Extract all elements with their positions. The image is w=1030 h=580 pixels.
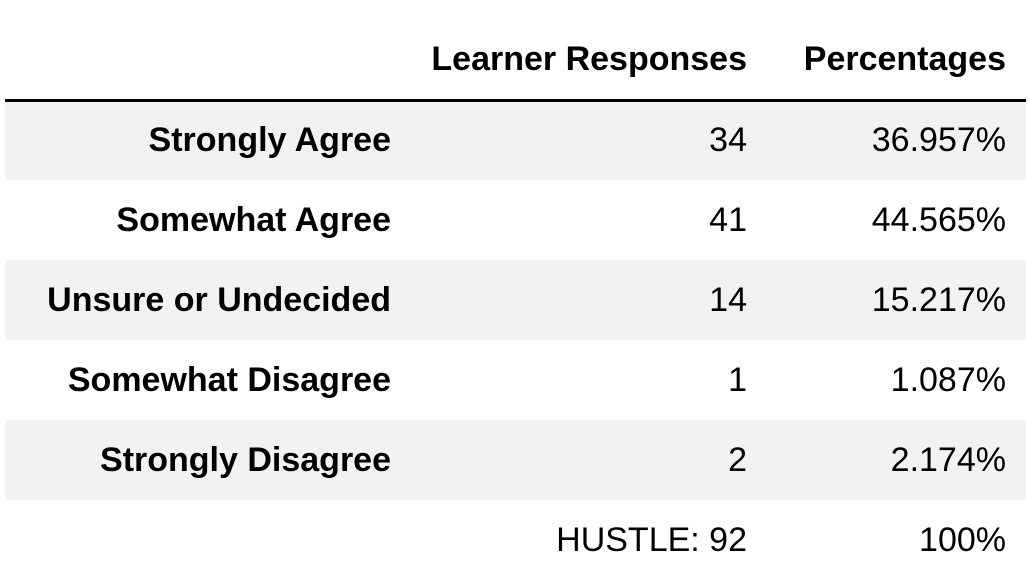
total-percentage-cell: 100% [919, 520, 1006, 559]
responses-cell: 2 [728, 440, 747, 479]
percentage-cell: 44.565% [871, 200, 1006, 239]
responses-cell: 41 [709, 200, 747, 239]
percentage-cell: 15.217% [871, 280, 1006, 319]
table-body: Strongly Agree 34 36.957% Somewhat Agree… [5, 100, 1026, 580]
row-label: Somewhat Agree [116, 200, 391, 239]
percentage-cell: 36.957% [871, 121, 1006, 160]
total-row: HUSTLE: 92 100% [5, 500, 1026, 580]
header-learner-responses: Learner Responses [397, 0, 767, 102]
table-row: Strongly Agree 34 36.957% [5, 100, 1026, 180]
responses-cell: 14 [709, 280, 747, 319]
responses-cell: 34 [709, 121, 747, 160]
table-row: Strongly Disagree 2 2.174% [5, 420, 1026, 500]
table-row: Somewhat Agree 41 44.565% [5, 180, 1026, 260]
table-row: Somewhat Disagree 1 1.087% [5, 340, 1026, 420]
responses-cell: 1 [728, 360, 747, 399]
table-row: Unsure or Undecided 14 15.217% [5, 260, 1026, 340]
responses-table: Learner Responses Percentages Strongly A… [5, 0, 1026, 580]
total-responses-cell: HUSTLE: 92 [556, 520, 747, 559]
header-index-blank [5, 0, 397, 102]
header-row: Learner Responses Percentages [5, 0, 1026, 102]
row-label: Strongly Disagree [100, 440, 391, 479]
header-percentages: Percentages [767, 0, 1026, 102]
row-label: Somewhat Disagree [67, 360, 391, 399]
table-header: Learner Responses Percentages [5, 0, 1026, 102]
row-label [5, 500, 397, 580]
row-label: Strongly Agree [148, 121, 391, 160]
percentage-cell: 1.087% [890, 360, 1006, 399]
percentage-cell: 2.174% [890, 440, 1006, 479]
row-label: Unsure or Undecided [47, 280, 391, 319]
